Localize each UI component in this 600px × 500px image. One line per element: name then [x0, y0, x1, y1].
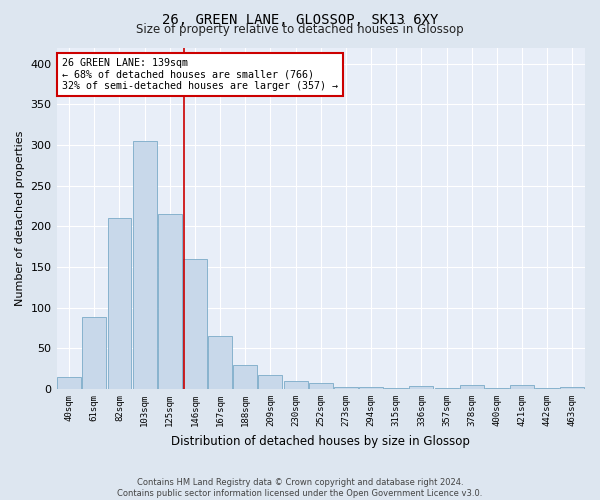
Bar — [107, 218, 131, 389]
Text: Contains HM Land Registry data © Crown copyright and database right 2024.
Contai: Contains HM Land Registry data © Crown c… — [118, 478, 482, 498]
Text: Size of property relative to detached houses in Glossop: Size of property relative to detached ho… — [136, 22, 464, 36]
Bar — [259, 375, 283, 389]
Text: 26 GREEN LANE: 139sqm
← 68% of detached houses are smaller (766)
32% of semi-det: 26 GREEN LANE: 139sqm ← 68% of detached … — [62, 58, 338, 91]
Bar — [284, 381, 308, 389]
Bar — [385, 388, 408, 389]
Bar — [133, 141, 157, 389]
Bar — [158, 214, 182, 389]
Bar — [57, 377, 81, 389]
Text: 26, GREEN LANE, GLOSSOP, SK13 6XY: 26, GREEN LANE, GLOSSOP, SK13 6XY — [162, 12, 438, 26]
Bar — [334, 386, 358, 389]
Bar — [208, 336, 232, 389]
Bar — [409, 386, 433, 389]
Bar — [183, 259, 207, 389]
Bar — [535, 388, 559, 389]
Bar — [359, 388, 383, 389]
X-axis label: Distribution of detached houses by size in Glossop: Distribution of detached houses by size … — [172, 434, 470, 448]
Bar — [510, 385, 534, 389]
Bar — [460, 385, 484, 389]
Bar — [560, 386, 584, 389]
Bar — [82, 318, 106, 389]
Bar — [309, 384, 333, 389]
Bar — [434, 388, 458, 389]
Y-axis label: Number of detached properties: Number of detached properties — [15, 130, 25, 306]
Bar — [233, 364, 257, 389]
Bar — [485, 388, 509, 389]
